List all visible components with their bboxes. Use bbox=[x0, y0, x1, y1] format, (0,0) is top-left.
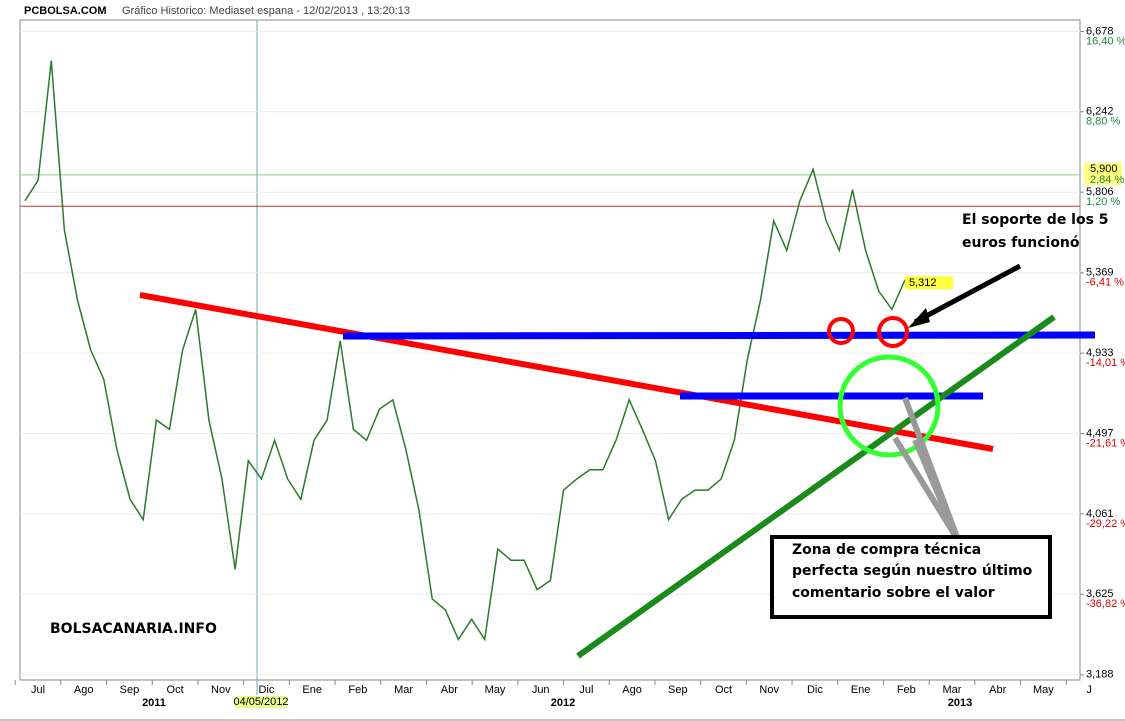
source: PCBOLSA.COM bbox=[24, 5, 107, 17]
watermark: BOLSACANARIA.INFO bbox=[50, 621, 217, 637]
y-tick-change: 16,40 % bbox=[1086, 35, 1125, 47]
x-tick-label: Sep bbox=[668, 684, 688, 696]
last-price-box bbox=[905, 276, 953, 290]
x-tick-label: Dic bbox=[259, 684, 275, 696]
resistance-line bbox=[139, 292, 994, 452]
annotation: El soporte de los 5 bbox=[962, 212, 1109, 228]
last-price-label: 5,312 bbox=[909, 277, 937, 289]
y-tick-change: -36,82 % bbox=[1086, 598, 1125, 610]
annotation: Zona de compra técnica bbox=[792, 542, 981, 558]
x-tick-label: Sep bbox=[120, 684, 140, 696]
price-line bbox=[24, 60, 906, 642]
x-tick-label: Jul bbox=[31, 684, 45, 696]
y-tick-label: 3,625 bbox=[1086, 588, 1114, 600]
chart-title: Gráfico Historico: Mediaset espana - 12/… bbox=[122, 5, 410, 17]
x-tick-label: Mar bbox=[943, 684, 962, 696]
x-tick-label: Oct bbox=[167, 684, 184, 696]
y-tick-change: 1,20 % bbox=[1086, 196, 1120, 208]
year-label: 2011 bbox=[142, 697, 166, 709]
y-tick-change: -29,22 % bbox=[1086, 518, 1125, 530]
x-tick-label: J bbox=[1086, 684, 1092, 696]
x-tick-label: Ene bbox=[851, 684, 871, 696]
marker-circle bbox=[877, 316, 909, 348]
x-tick-label: Mar bbox=[394, 684, 413, 696]
annotation-box bbox=[770, 535, 1052, 619]
support-line bbox=[342, 331, 1096, 340]
annotation: euros funcionó bbox=[962, 235, 1080, 251]
y-tick-change: -14,01 % bbox=[1086, 357, 1125, 369]
x-tick-label: Abr bbox=[441, 684, 458, 696]
x-tick-label: Feb bbox=[348, 684, 367, 696]
y-tick-label: 6,678 bbox=[1086, 25, 1114, 37]
cursor-date: 04/05/2012 bbox=[233, 696, 288, 708]
arrow-head bbox=[908, 308, 930, 328]
x-tick-label: Abr bbox=[989, 684, 1006, 696]
reference-change: 2,84 % bbox=[1090, 174, 1124, 186]
x-tick-label: Jul bbox=[579, 684, 593, 696]
x-tick-label: Ago bbox=[622, 684, 642, 696]
marker-circle bbox=[827, 317, 855, 345]
x-tick-label: Dic bbox=[807, 684, 823, 696]
plot-frame bbox=[19, 19, 1081, 681]
y-tick-label: 6,242 bbox=[1086, 106, 1114, 118]
annotation: comentario sobre el valor bbox=[792, 585, 995, 601]
x-tick-label: Nov bbox=[211, 684, 231, 696]
x-tick-label: Jun bbox=[532, 684, 550, 696]
x-tick-label: Oct bbox=[715, 684, 732, 696]
cursor-date-box bbox=[235, 696, 287, 708]
x-tick-label: Ago bbox=[74, 684, 94, 696]
y-tick-label: 4,061 bbox=[1086, 508, 1114, 520]
x-tick-label: May bbox=[1033, 684, 1054, 696]
year-label: 2013 bbox=[948, 697, 972, 709]
arrow bbox=[913, 263, 1022, 325]
y-tick-label: 5,806 bbox=[1086, 186, 1114, 198]
year-label: 2012 bbox=[551, 697, 575, 709]
y-tick-label: 5,369 bbox=[1086, 267, 1114, 279]
x-tick-label: May bbox=[485, 684, 506, 696]
x-tick-label: Feb bbox=[897, 684, 916, 696]
x-tick-label: Ene bbox=[302, 684, 322, 696]
y-tick-change: 8,80 % bbox=[1086, 116, 1120, 128]
reference-label: 5,900 bbox=[1090, 163, 1118, 175]
trend-line bbox=[576, 314, 1056, 659]
y-tick-label: 4,497 bbox=[1086, 427, 1114, 439]
y-tick-change: -21,61 % bbox=[1086, 437, 1125, 449]
annotation: perfecta según nuestro último bbox=[792, 563, 1033, 579]
y-tick-label: 3,188 bbox=[1086, 669, 1114, 681]
y-tick-label: 4,933 bbox=[1086, 347, 1114, 359]
buy-zone-circle bbox=[837, 354, 941, 458]
y-tick-change: -6,41 % bbox=[1086, 277, 1124, 289]
pointer-lines bbox=[892, 396, 961, 542]
x-tick-label: Nov bbox=[759, 684, 779, 696]
reference-label-box bbox=[1084, 162, 1122, 185]
